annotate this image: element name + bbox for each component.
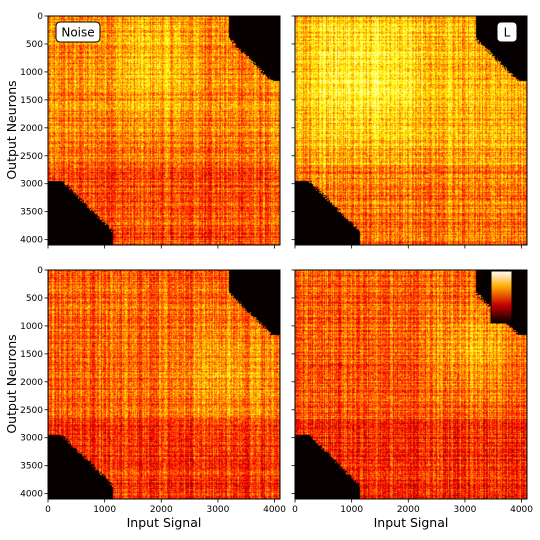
y-tick-label: 2500 <box>20 152 43 162</box>
y-axis-label-top: Output Neurons <box>4 80 19 179</box>
x-tick-label: 1000 <box>93 505 116 515</box>
panel-label-l: L <box>504 26 511 40</box>
panel-top-right: L <box>294 15 528 246</box>
y-tick-label: 3500 <box>20 462 43 472</box>
x-tick-label: 4000 <box>263 505 286 515</box>
y-tick-label: 3000 <box>20 180 43 190</box>
panel-top-left: Noise <box>47 15 281 246</box>
y-tick-label: 2500 <box>20 406 43 416</box>
x-tick-label: 1000 <box>340 505 363 515</box>
x-tick-label: 4000 <box>510 505 533 515</box>
panel-badge: L <box>496 21 518 43</box>
y-tick-label: 3500 <box>20 208 43 218</box>
panel-frame <box>47 269 281 500</box>
x-tick-label: 0 <box>45 505 51 515</box>
y-tick-label: 2000 <box>20 378 43 388</box>
y-tick-label: 500 <box>26 40 43 50</box>
y-tick-label: 1000 <box>20 322 43 332</box>
heatmap-image-top-left <box>48 16 280 245</box>
x-axis-label-left: Input Signal <box>127 515 202 530</box>
y-tick-label: 1000 <box>20 68 43 78</box>
x-tick-label: 2000 <box>150 505 173 515</box>
colorbar <box>490 270 513 324</box>
panel-bottom-left <box>47 269 281 500</box>
y-tick-label: 500 <box>26 294 43 304</box>
y-tick-label: 0 <box>37 266 43 276</box>
x-tick-label: 3000 <box>453 505 476 515</box>
y-tick-label: 3000 <box>20 434 43 444</box>
y-tick-label: 2000 <box>20 124 43 134</box>
x-tick-labels: 0 1000 2000 3000 4000 0 1000 2000 3000 4000 <box>45 245 533 515</box>
x-tick-label: 0 <box>292 505 298 515</box>
y-tick-label: 1500 <box>20 96 43 106</box>
y-tick-label: 4000 <box>20 236 43 246</box>
panel-frame <box>47 15 281 246</box>
heatmap-image-bottom-right <box>295 270 527 499</box>
y-tick-label: 0 <box>37 12 43 22</box>
panel-frame <box>294 269 528 500</box>
panel-label-noise: Noise <box>61 26 94 40</box>
y-tick-labels: 0 500 1000 1500 2000 2500 3000 3500 4000 0 500 1000… <box>20 12 295 500</box>
panel-bottom-right <box>294 269 528 500</box>
panel-badge: Noise <box>55 21 101 43</box>
x-tick-label: 2000 <box>397 505 420 515</box>
heatmap-image-top-right <box>295 16 527 245</box>
x-axis-label-right: Input Signal <box>374 515 449 530</box>
heatmap-image-bottom-left <box>48 270 280 499</box>
y-tick-label: 1500 <box>20 350 43 360</box>
panel-frame <box>294 15 528 246</box>
colorbar-gradient <box>490 270 513 324</box>
y-tick-label: 4000 <box>20 490 43 500</box>
x-tick-label: 3000 <box>206 505 229 515</box>
y-axis-label-bottom: Output Neurons <box>4 334 19 433</box>
